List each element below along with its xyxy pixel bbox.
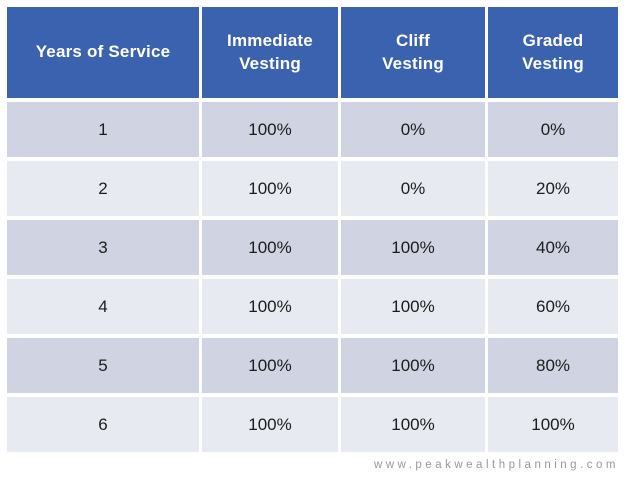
header-label: Cliff Vesting xyxy=(382,30,444,73)
value-cell: 0% xyxy=(488,102,618,157)
header-label: Graded Vesting xyxy=(522,30,584,73)
value-cell: 100% xyxy=(202,397,338,452)
value-cell: 100% xyxy=(202,220,338,275)
value-cell: 20% xyxy=(488,161,618,216)
value-cell: 0% xyxy=(341,102,485,157)
header-cell: Graded Vesting xyxy=(488,7,618,98)
years-cell: 2 xyxy=(7,161,199,216)
value-cell: 100% xyxy=(488,397,618,452)
years-cell: 4 xyxy=(7,279,199,334)
years-cell: 6 xyxy=(7,397,199,452)
value-cell: 60% xyxy=(488,279,618,334)
header-cell: Immediate Vesting xyxy=(202,7,338,98)
value-cell: 80% xyxy=(488,338,618,393)
header-cell: Cliff Vesting xyxy=(341,7,485,98)
header-cell: Years of Service xyxy=(7,7,199,98)
years-cell: 1 xyxy=(7,102,199,157)
value-cell: 0% xyxy=(341,161,485,216)
value-cell: 100% xyxy=(341,220,485,275)
value-cell: 40% xyxy=(488,220,618,275)
years-cell: 3 xyxy=(7,220,199,275)
value-cell: 100% xyxy=(202,102,338,157)
value-cell: 100% xyxy=(341,397,485,452)
years-cell: 5 xyxy=(7,338,199,393)
value-cell: 100% xyxy=(202,279,338,334)
value-cell: 100% xyxy=(202,338,338,393)
header-label: Immediate Vesting xyxy=(227,30,313,73)
value-cell: 100% xyxy=(341,279,485,334)
header-label: Years of Service xyxy=(35,42,171,62)
value-cell: 100% xyxy=(341,338,485,393)
website-url: www.peakwealthplanning.com xyxy=(373,459,619,471)
value-cell: 100% xyxy=(202,161,338,216)
vesting-schedule-table: Years of Service Immediate Vesting Cliff V… xyxy=(7,7,618,452)
